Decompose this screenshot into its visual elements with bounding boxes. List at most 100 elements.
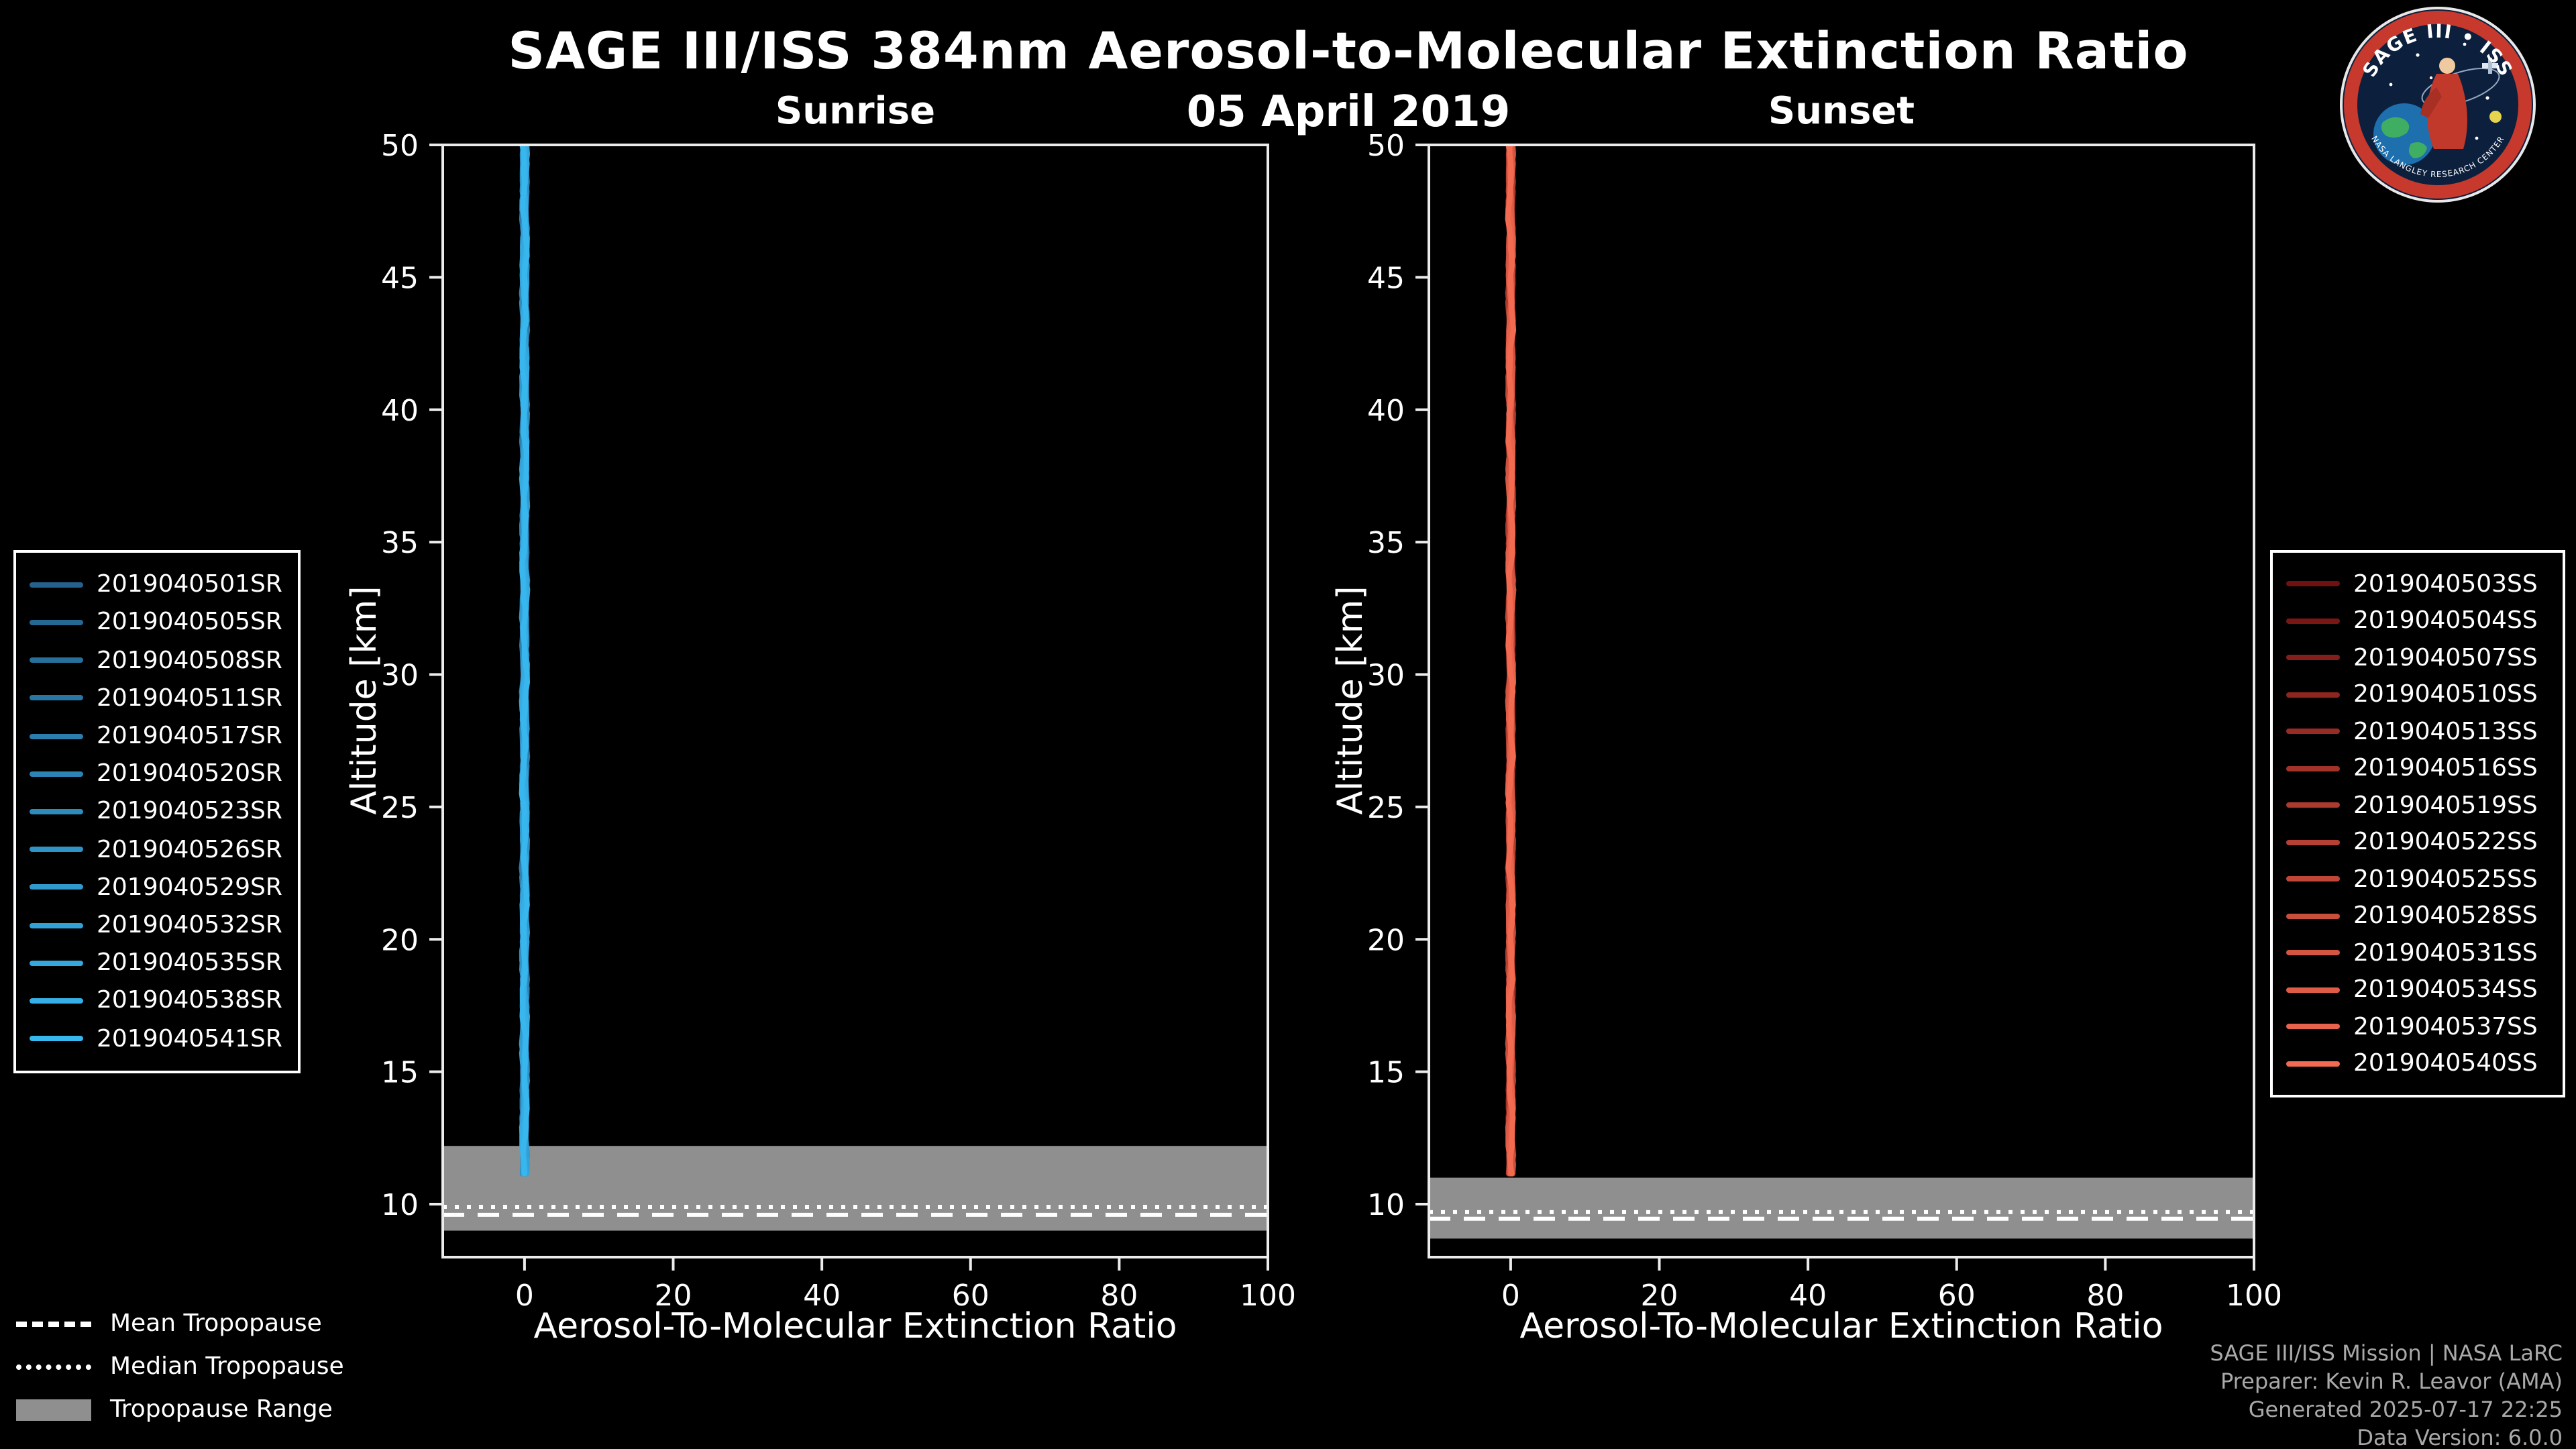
legend-sunset: 2019040503SS 2019040504SS 2019040507SS 2019… [2270,550,2565,1097]
legend-line-swatch [30,922,83,928]
legend-event-label: 2019040513SS [2353,717,2538,746]
legend-event-label: 2019040541SR [97,1024,282,1053]
legend-item: 2019040504SS [2286,606,2549,635]
legend-line-swatch [2286,1061,2340,1067]
profile-2019040505SR [519,145,531,1177]
legend-line-swatch [30,808,83,814]
y-tick-label: 45 [1367,261,1405,295]
profile-2019040501SR [519,145,531,1177]
legend-item: 2019040534SS [2286,976,2549,1004]
legend-event-label: 2019040511SR [97,684,282,712]
stars [2389,42,2489,140]
legend-item: 2019040523SR [30,798,284,826]
legend-event-label: 2019040507SS [2353,643,2538,672]
credit-preparer: Preparer: Kevin R. Leavor (AMA) [2220,1368,2563,1394]
legend-line-swatch [2286,581,2340,587]
legend-label: Mean Tropopause [110,1309,322,1338]
legend-line-swatch [30,771,83,777]
y-tick-label: 25 [1367,791,1405,825]
tropopause-range-band [443,1146,1268,1231]
legend-item: 2019040538SR [30,987,284,1015]
mission-patch-logo: SAGE III • ISS NASA LANGLEY RESEARCH CEN… [2340,7,2536,203]
y-tick-label: 40 [1367,394,1405,428]
profile-2019040519SS [1505,145,1517,1177]
legend-event-label: 2019040503SS [2353,570,2538,598]
profile-2019040532SR [519,145,531,1177]
profile-2019040523SR [519,145,531,1177]
y-tick-label: 35 [381,526,419,560]
legend-item: 2019040541SR [30,1024,284,1053]
legend-event-label: 2019040528SS [2353,902,2538,930]
axes-border [1428,144,2255,1258]
figure-title: SAGE III/ISS 384nm Aerosol-to-Molecular … [508,21,2189,80]
profile-2019040504SS [1505,145,1517,1177]
legend-item: 2019040519SS [2286,791,2549,819]
profile-2019040522SS [1505,145,1517,1177]
iss-icon [2482,58,2498,74]
legend-line-swatch [30,695,83,701]
range-box-swatch [16,1399,91,1420]
legend-item: 2019040540SS [2286,1050,2549,1078]
y-tick-label: 30 [381,659,419,693]
legend-line-swatch [2286,876,2340,882]
legend-item-tropopause-range: Tropopause Range [16,1395,344,1424]
legend-item: 2019040511SR [30,684,284,712]
legend-event-label: 2019040522SS [2353,828,2538,857]
credits: SAGE III/ISS Mission | NASA LaRC Prepare… [2210,1339,2563,1449]
legend-event-label: 2019040516SS [2353,754,2538,783]
y-axis-label-sunset: Altitude [km] [1331,586,1371,815]
y-tick-label: 10 [1367,1188,1405,1222]
y-tick-label: 25 [381,791,419,825]
profile-2019040510SS [1505,145,1516,1177]
patch-red-ring [2344,11,2532,199]
legend-event-label: 2019040501SR [97,570,282,599]
legend-event-label: 2019040537SS [2353,1012,2538,1041]
y-tick-label: 40 [381,394,419,428]
legend-item: 2019040525SS [2286,865,2549,894]
legend-item: 2019040508SR [30,646,284,674]
profile-2019040526SR [519,145,531,1177]
tropopause-range-band [1429,1177,2254,1239]
legend-item: 2019040516SS [2286,754,2549,782]
sage-figure [2420,58,2467,149]
profile-lines [1505,145,1517,1177]
legend-event-label: 2019040532SR [97,911,282,940]
y-tick-label: 15 [1367,1056,1405,1090]
legend-item: 2019040510SS [2286,680,2549,708]
legend-item: 2019040513SS [2286,717,2549,745]
profile-2019040511SR [519,145,530,1177]
legend-item: 2019040531SS [2286,939,2549,967]
y-tick-label: 35 [1367,526,1405,560]
legend-line-swatch [2286,729,2340,735]
legend-item: 2019040507SS [2286,643,2549,672]
legend-event-label: 2019040504SS [2353,606,2538,635]
profile-2019040529SR [519,145,531,1177]
legend-line-swatch [2286,618,2340,624]
legend-item-mean-tropopause: Mean Tropopause [16,1309,344,1338]
legend-line-swatch [30,960,83,966]
legend-line-swatch [2286,913,2340,919]
profile-2019040541SR [519,145,531,1177]
legend-line-swatch [30,1036,83,1042]
legend-event-label: 2019040534SS [2353,975,2538,1004]
legend-item: 2019040517SR [30,722,284,750]
profile-2019040528SS [1505,145,1517,1177]
legend-event-label: 2019040517SR [97,722,282,751]
legend-item: 2019040537SS [2286,1013,2549,1041]
legend-line-swatch [2286,987,2340,993]
profile-2019040540SS [1505,145,1517,1177]
x-axis-label-sunset: Aerosol-To-Molecular Extinction Ratio [1519,1307,2163,1347]
profile-2019040516SS [1505,145,1517,1177]
profile-2019040517SR [519,145,531,1177]
legend-item: 2019040503SS [2286,570,2549,598]
y-tick-label: 20 [381,923,419,957]
legend-event-label: 2019040519SS [2353,791,2538,820]
y-tick-label: 20 [1367,923,1405,957]
legend-event-label: 2019040529SR [97,873,282,902]
legend-sunrise: 2019040501SR 2019040505SR 2019040508SR 2019… [13,550,301,1073]
legend-item: 2019040528SS [2286,902,2549,930]
y-tick-label: 45 [381,261,419,295]
legend-item: 2019040520SR [30,759,284,788]
